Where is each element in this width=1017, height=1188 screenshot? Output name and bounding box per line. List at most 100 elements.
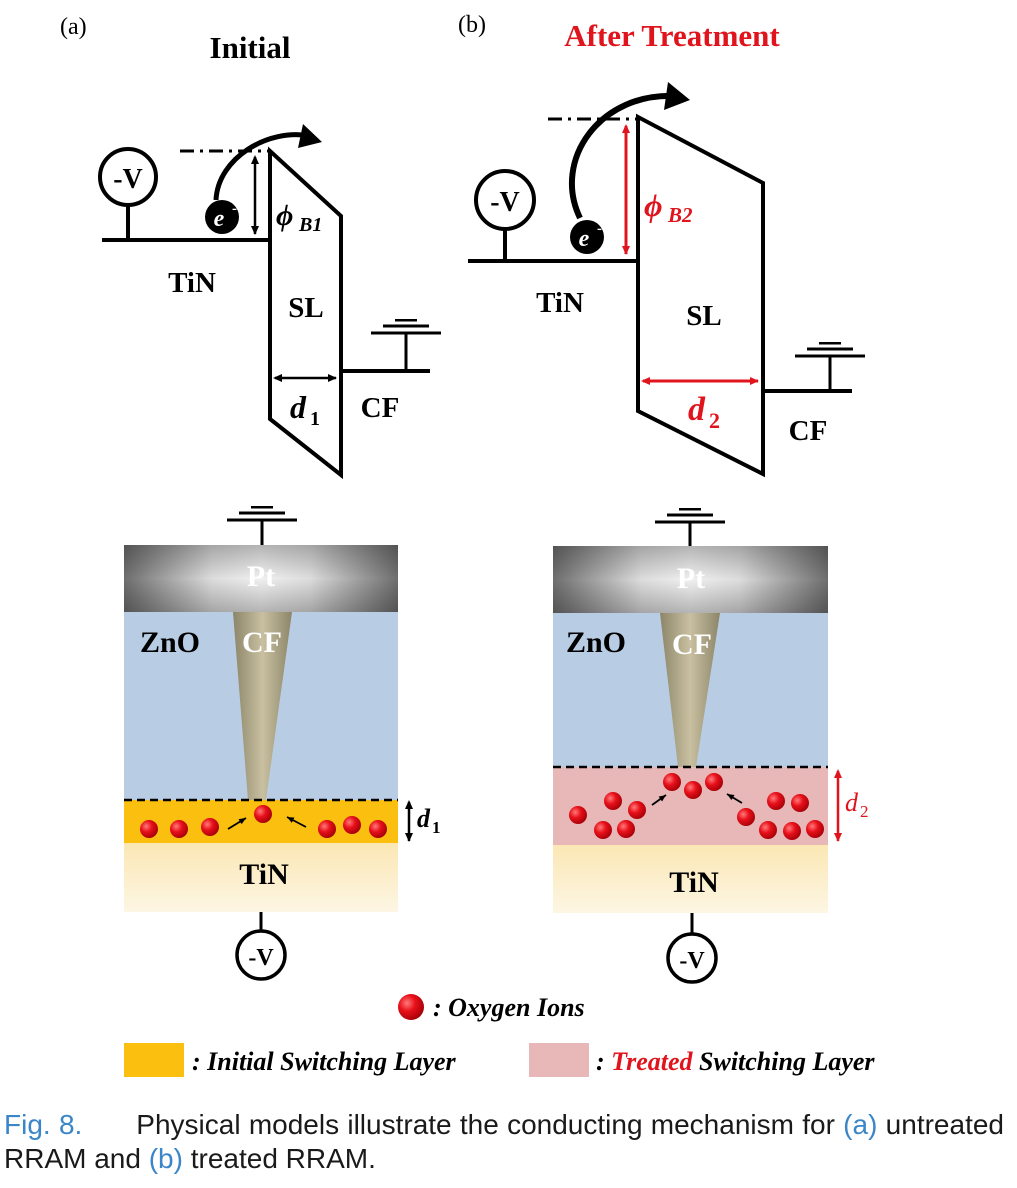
thickness-subscript: 1 bbox=[310, 408, 320, 430]
figure-caption: Fig. 8. Physical models illustrate the co… bbox=[4, 1108, 1004, 1176]
legend-treated-label: : Treated Switching Layer bbox=[596, 1047, 875, 1076]
tin-label: TiN bbox=[669, 866, 719, 899]
zno-label: ZnO bbox=[140, 626, 200, 659]
caption-text-line1: Physical models illustrate the conductin… bbox=[136, 1109, 835, 1140]
pt-label: Pt bbox=[247, 560, 275, 593]
oxygen-ion bbox=[684, 781, 702, 799]
ground-icon bbox=[795, 342, 865, 382]
ion-drift-arrow bbox=[651, 794, 667, 806]
caption-text-middle: untreated RRAM and bbox=[4, 1109, 1004, 1174]
ground-icon bbox=[227, 506, 297, 546]
oxygen-ion bbox=[737, 808, 755, 826]
oxygen-ion bbox=[170, 820, 188, 838]
oxygen-ion bbox=[791, 794, 809, 812]
barrier-subscript: B2 bbox=[667, 203, 693, 227]
layer-thickness-subscript: 2 bbox=[860, 802, 869, 821]
barrier-subscript: B1 bbox=[298, 214, 322, 236]
pt-label: Pt bbox=[677, 562, 705, 595]
switching-layer-label: SL bbox=[288, 292, 323, 324]
oxygen-ion bbox=[767, 792, 785, 810]
zno-label: ZnO bbox=[566, 626, 626, 659]
oxygen-ion bbox=[604, 792, 622, 810]
caption-ref-b: (b) bbox=[148, 1143, 183, 1174]
tin-label: TiN bbox=[239, 858, 289, 891]
filament-label: CF bbox=[672, 628, 712, 661]
filament-label: CF bbox=[242, 626, 282, 659]
layer-thickness-symbol: d bbox=[845, 788, 859, 817]
ground-icon bbox=[371, 319, 441, 359]
tin-electrode bbox=[553, 845, 828, 913]
oxygen-ion bbox=[783, 822, 801, 840]
voltage-label: -V bbox=[679, 948, 705, 974]
barrier-symbol: ϕ bbox=[276, 199, 293, 232]
oxygen-ion bbox=[343, 816, 361, 834]
electron-icon bbox=[205, 200, 239, 234]
oxygen-ion bbox=[663, 773, 681, 791]
oxygen-ion bbox=[140, 820, 158, 838]
svg-text:-: - bbox=[232, 201, 237, 217]
switching-layer-band bbox=[636, 113, 765, 478]
oxygen-ion bbox=[617, 820, 635, 838]
electron-icon bbox=[570, 220, 604, 254]
ground-icon bbox=[655, 508, 725, 548]
thickness-symbol: d bbox=[290, 389, 307, 425]
caption-text-end: treated RRAM. bbox=[182, 1143, 376, 1174]
oxygen-ion bbox=[254, 805, 272, 823]
oxygen-ion bbox=[628, 801, 646, 819]
voltage-label: -V bbox=[248, 945, 274, 971]
oxygen-ion bbox=[705, 773, 723, 791]
svg-text:e: e bbox=[579, 226, 590, 252]
switching-layer-label: SL bbox=[686, 300, 721, 332]
ion-drift-arrow bbox=[227, 817, 247, 830]
barrier-symbol: ϕ bbox=[644, 187, 663, 223]
oxygen-ion bbox=[201, 818, 219, 836]
tin-electrode bbox=[124, 843, 398, 912]
caption-ref-a: (a) bbox=[843, 1109, 878, 1140]
thickness-subscript: 2 bbox=[709, 408, 720, 433]
panel-a-title: Initial bbox=[210, 30, 291, 65]
legend-initial-label: : Initial Switching Layer bbox=[192, 1047, 457, 1076]
electron-hop-arrow bbox=[213, 132, 311, 201]
legend-initial-swatch bbox=[124, 1043, 184, 1077]
left-electrode-label: TiN bbox=[536, 287, 584, 319]
svg-text:-: - bbox=[597, 221, 602, 237]
oxygen-ions bbox=[140, 805, 387, 838]
thickness-symbol: d bbox=[688, 391, 706, 428]
right-contact-label: CF bbox=[789, 415, 828, 447]
conductive-filament bbox=[233, 612, 292, 800]
ion-drift-arrow bbox=[286, 816, 307, 828]
legend-oxygen-label: : Oxygen Ions bbox=[433, 993, 585, 1022]
oxygen-ion bbox=[318, 820, 336, 838]
oxygen-ions bbox=[569, 773, 824, 840]
panel-b-title: After Treatment bbox=[564, 18, 780, 53]
oxygen-ion bbox=[369, 820, 387, 838]
oxygen-ion-legend-icon bbox=[398, 994, 424, 1020]
voltage-label: -V bbox=[490, 187, 520, 218]
panel-a-label: (a) bbox=[60, 14, 87, 40]
electron-hop-arrow bbox=[568, 92, 677, 220]
panel-b-label: (b) bbox=[458, 12, 486, 38]
switching-layer-band bbox=[268, 146, 343, 480]
right-contact-label: CF bbox=[361, 392, 400, 424]
oxygen-ion bbox=[806, 820, 824, 838]
left-electrode-label: TiN bbox=[168, 267, 216, 299]
layer-thickness-symbol: d bbox=[417, 804, 431, 833]
legend: : Oxygen Ions : Initial Switching Layer … bbox=[124, 993, 875, 1077]
panel-b-band-diagram: (b) After Treatment -V TiN e - ϕ B2 SL d… bbox=[458, 12, 865, 478]
oxygen-ion bbox=[594, 821, 612, 839]
oxygen-ion bbox=[569, 806, 587, 824]
oxygen-ion bbox=[759, 821, 777, 839]
panel-a-band-diagram: (a) Initial -V TiN e - ϕ B1 SL d 1 CF bbox=[60, 14, 441, 480]
ion-drift-arrow bbox=[726, 793, 743, 804]
legend-treated-swatch bbox=[529, 1043, 589, 1077]
layer-thickness-subscript: 1 bbox=[432, 818, 441, 837]
voltage-label: -V bbox=[113, 164, 143, 195]
panel-b-device-stack: Pt ZnO CF TiN d bbox=[553, 508, 869, 984]
panel-a-device-stack: Pt ZnO CF TiN d 1 -V bbox=[124, 506, 441, 981]
conductive-filament bbox=[660, 613, 720, 767]
caption-fig-number: Fig. 8. bbox=[4, 1109, 83, 1140]
voltage-source-icon bbox=[666, 932, 718, 984]
svg-text:e: e bbox=[214, 206, 225, 232]
voltage-source-icon bbox=[235, 929, 287, 981]
